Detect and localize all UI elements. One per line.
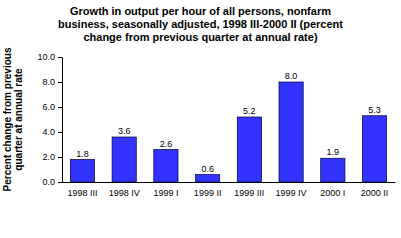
x-tick-label: 1998 IV bbox=[109, 188, 140, 198]
bar bbox=[279, 82, 303, 182]
x-tick: 1999 III bbox=[234, 182, 264, 198]
x-tick: 1998 IV bbox=[109, 182, 140, 198]
y-tick-mark bbox=[58, 182, 62, 183]
data-label: 3.6 bbox=[118, 126, 131, 136]
data-label: 1.9 bbox=[327, 147, 340, 157]
y-axis-line bbox=[58, 58, 63, 183]
x-tick-label: 1998 III bbox=[67, 188, 97, 198]
y-tick-label: 10.0 bbox=[37, 52, 55, 62]
x-tick-label: 1999 II bbox=[194, 188, 222, 198]
data-label: 5.3 bbox=[368, 105, 381, 115]
x-tick-label: 1999 I bbox=[153, 188, 178, 198]
y-tick: 8.0 bbox=[42, 77, 62, 87]
plot: 1.83.62.60.65.28.01.95.30.02.04.06.08.01… bbox=[37, 52, 395, 198]
x-tick: 1999 IV bbox=[276, 182, 307, 198]
title: Growth in output per hour of all persons… bbox=[58, 5, 343, 43]
x-tick: 2000 I bbox=[320, 182, 345, 198]
y-axis: 0.0 2.0 4.0 6.0 8.0 10.0 bbox=[37, 52, 62, 187]
x-tick-label: 1999 III bbox=[234, 188, 264, 198]
y-tick-label: 2.0 bbox=[42, 152, 55, 162]
bar bbox=[154, 150, 178, 183]
chart: Growth in output per hour of all persons… bbox=[0, 0, 401, 238]
bar bbox=[321, 158, 345, 182]
x-tick: 1999 I bbox=[153, 182, 178, 198]
y-tick: 4.0 bbox=[42, 127, 62, 137]
bar bbox=[237, 117, 261, 182]
y-tick: 2.0 bbox=[42, 152, 62, 162]
y-tick-mark bbox=[58, 157, 62, 158]
data-labels: 1.8 3.6 2.6 0.6 5.2 8.0 1.9 5.3 bbox=[76, 71, 381, 174]
data-label: 2.6 bbox=[160, 139, 173, 149]
bar bbox=[70, 160, 94, 183]
data-label: 8.0 bbox=[285, 71, 298, 81]
x-tick: 1999 II bbox=[194, 182, 222, 198]
bar bbox=[112, 137, 136, 182]
y-tick: 10.0 bbox=[37, 52, 62, 62]
y-tick-mark bbox=[58, 132, 62, 133]
x-axis: 1998 III 1998 IV 1999 I 1999 II 1999 III 1999… bbox=[63, 182, 396, 198]
bar bbox=[196, 175, 220, 183]
x-tick-label: 2000 I bbox=[320, 188, 345, 198]
data-label: 1.8 bbox=[76, 149, 89, 159]
bars bbox=[70, 82, 386, 182]
background bbox=[0, 0, 401, 238]
x-tick-label: 2000 II bbox=[361, 188, 389, 198]
y-tick-mark bbox=[58, 57, 62, 58]
y-tick-label: 4.0 bbox=[42, 127, 55, 137]
data-label: 5.2 bbox=[243, 106, 256, 116]
x-tick-label: 1999 IV bbox=[276, 188, 307, 198]
x-tick: 2000 II bbox=[361, 182, 389, 198]
y-tick: 0.0 bbox=[42, 177, 62, 187]
y-tick-label: 6.0 bbox=[42, 102, 55, 112]
y-axis-title: Percent change from previousquarter at a… bbox=[2, 47, 24, 191]
y-tick: 6.0 bbox=[42, 102, 62, 112]
x-axis-line bbox=[63, 182, 396, 183]
y-tick-label: 8.0 bbox=[42, 77, 55, 87]
data-label: 0.6 bbox=[201, 164, 214, 174]
y-tick-mark bbox=[58, 82, 62, 83]
x-tick: 1998 III bbox=[67, 182, 97, 198]
y-tick-mark bbox=[58, 107, 62, 108]
bar bbox=[362, 116, 386, 182]
y-tick-label: 0.0 bbox=[42, 177, 55, 187]
